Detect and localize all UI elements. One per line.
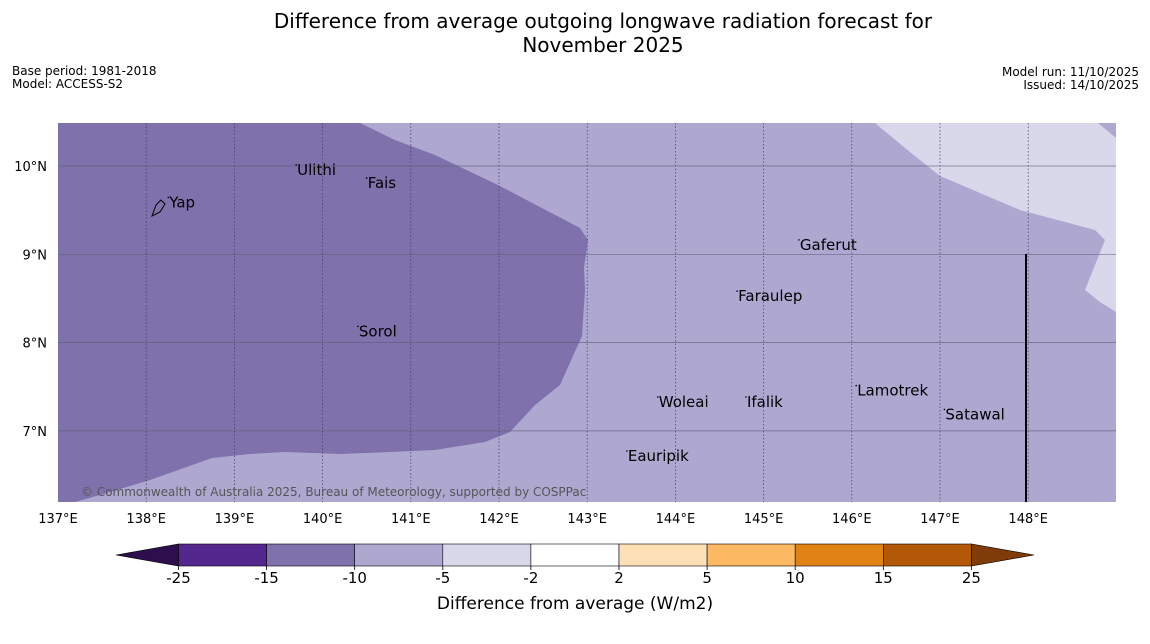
- place-label: Lamotrek: [857, 382, 928, 400]
- place-label: Ifalik: [747, 393, 783, 411]
- colorbar-under-arrow: [115, 543, 179, 567]
- colorbar-tick-label: -5: [435, 569, 450, 587]
- colorbar-segment: [706, 543, 796, 567]
- title-line-2: November 2025: [522, 33, 684, 57]
- place-marker: [943, 408, 946, 411]
- place-marker: [855, 384, 858, 387]
- map-title: Difference from average outgoing longwav…: [0, 9, 1150, 57]
- base-period: Base period: 1981-2018: [12, 64, 157, 78]
- lon-label: 141°E: [391, 512, 431, 527]
- colorbar-tick-label: 10: [786, 569, 805, 587]
- place-label: Gaferut: [800, 236, 857, 254]
- place-label: Woleai: [659, 393, 709, 411]
- place-labels: Yap Ulithi Fais Gaferut Faraulep Sorol Lamotre…: [167, 161, 1005, 465]
- place-marker: [745, 396, 747, 398]
- place-label: Eauripik: [628, 447, 689, 465]
- lon-label: 139°E: [215, 512, 255, 527]
- colorbar-segment: [354, 543, 444, 567]
- copyright-notice: © Commonwealth of Australia 2025, Bureau…: [81, 485, 586, 499]
- lat-label: 10°N: [14, 160, 47, 175]
- place-marker: [736, 290, 738, 292]
- place-marker: [167, 196, 170, 199]
- title-line-1: Difference from average outgoing longwav…: [273, 9, 933, 33]
- colorbar-segment: [618, 543, 708, 567]
- colorbar-tick-label: -2: [523, 569, 538, 587]
- colorbar-tick-label: -10: [342, 569, 367, 587]
- colorbar-over-arrow: [971, 543, 1035, 567]
- place-marker: [295, 164, 297, 166]
- place-marker: [357, 325, 359, 328]
- field-strong-below-average: [58, 123, 588, 502]
- colorbar: -25 -15 -10 -5 -2 2 5 10 15 25: [115, 543, 1035, 587]
- place-marker: [656, 396, 659, 398]
- place-label: Satawal: [945, 405, 1004, 423]
- lon-label: 142°E: [479, 512, 519, 527]
- place-label: Fais: [368, 174, 397, 192]
- meta-left: Base period: 1981-2018 Model: ACCESS-S2: [12, 65, 157, 91]
- place-marker: [626, 450, 628, 452]
- lon-label: 145°E: [744, 512, 784, 527]
- colorbar-tick-label: 25: [962, 569, 981, 587]
- lon-label: 138°E: [126, 512, 166, 527]
- lon-label: 137°E: [38, 512, 78, 527]
- axis-labels: 137°E 138°E 139°E 140°E 141°E 142°E 143°E 144°E…: [14, 160, 1048, 527]
- lon-label: 147°E: [920, 512, 960, 527]
- model-run: Model run: 11/10/2025: [1001, 65, 1139, 79]
- colorbar-label: Difference from average (W/m2): [436, 594, 714, 614]
- place-label: Sorol: [359, 322, 397, 340]
- model-name: Model: ACCESS-S2: [12, 77, 124, 91]
- graticule: [58, 123, 1116, 502]
- colorbar-tick-label: -25: [166, 569, 191, 587]
- issued-date: Issued: 14/10/2025: [1023, 78, 1139, 92]
- colorbar-segment: [794, 543, 884, 567]
- field-slight-below-average: [875, 123, 1116, 312]
- lat-label: 8°N: [23, 337, 48, 352]
- lon-label: 140°E: [303, 512, 343, 527]
- colorbar-tick-label: 2: [614, 569, 624, 587]
- place-marker: [365, 177, 368, 179]
- lon-label: 144°E: [656, 512, 696, 527]
- yap-island-outline: [151, 199, 166, 218]
- meta-right: Model run: 11/10/2025 Issued: 14/10/2025: [1002, 66, 1139, 92]
- place-label: Ulithi: [297, 161, 336, 179]
- place-label: Yap: [168, 194, 195, 212]
- colorbar-segment: [266, 543, 356, 567]
- colorbar-tick-label: -15: [254, 569, 279, 587]
- lon-label: 148°E: [1008, 512, 1048, 527]
- colorbar-segment: [442, 543, 532, 567]
- colorbar-tick-label: 5: [702, 569, 712, 587]
- lon-label: 143°E: [567, 512, 607, 527]
- lat-label: 9°N: [23, 248, 48, 263]
- place-marker: [798, 239, 800, 241]
- colorbar-segment: [530, 543, 620, 567]
- lon-label: 146°E: [832, 512, 872, 527]
- lat-label: 7°N: [23, 425, 48, 440]
- colorbar-tick-label: 15: [874, 569, 893, 587]
- colorbar-segment: [882, 543, 972, 567]
- place-label: Faraulep: [738, 287, 802, 305]
- colorbar-segment: [178, 543, 267, 567]
